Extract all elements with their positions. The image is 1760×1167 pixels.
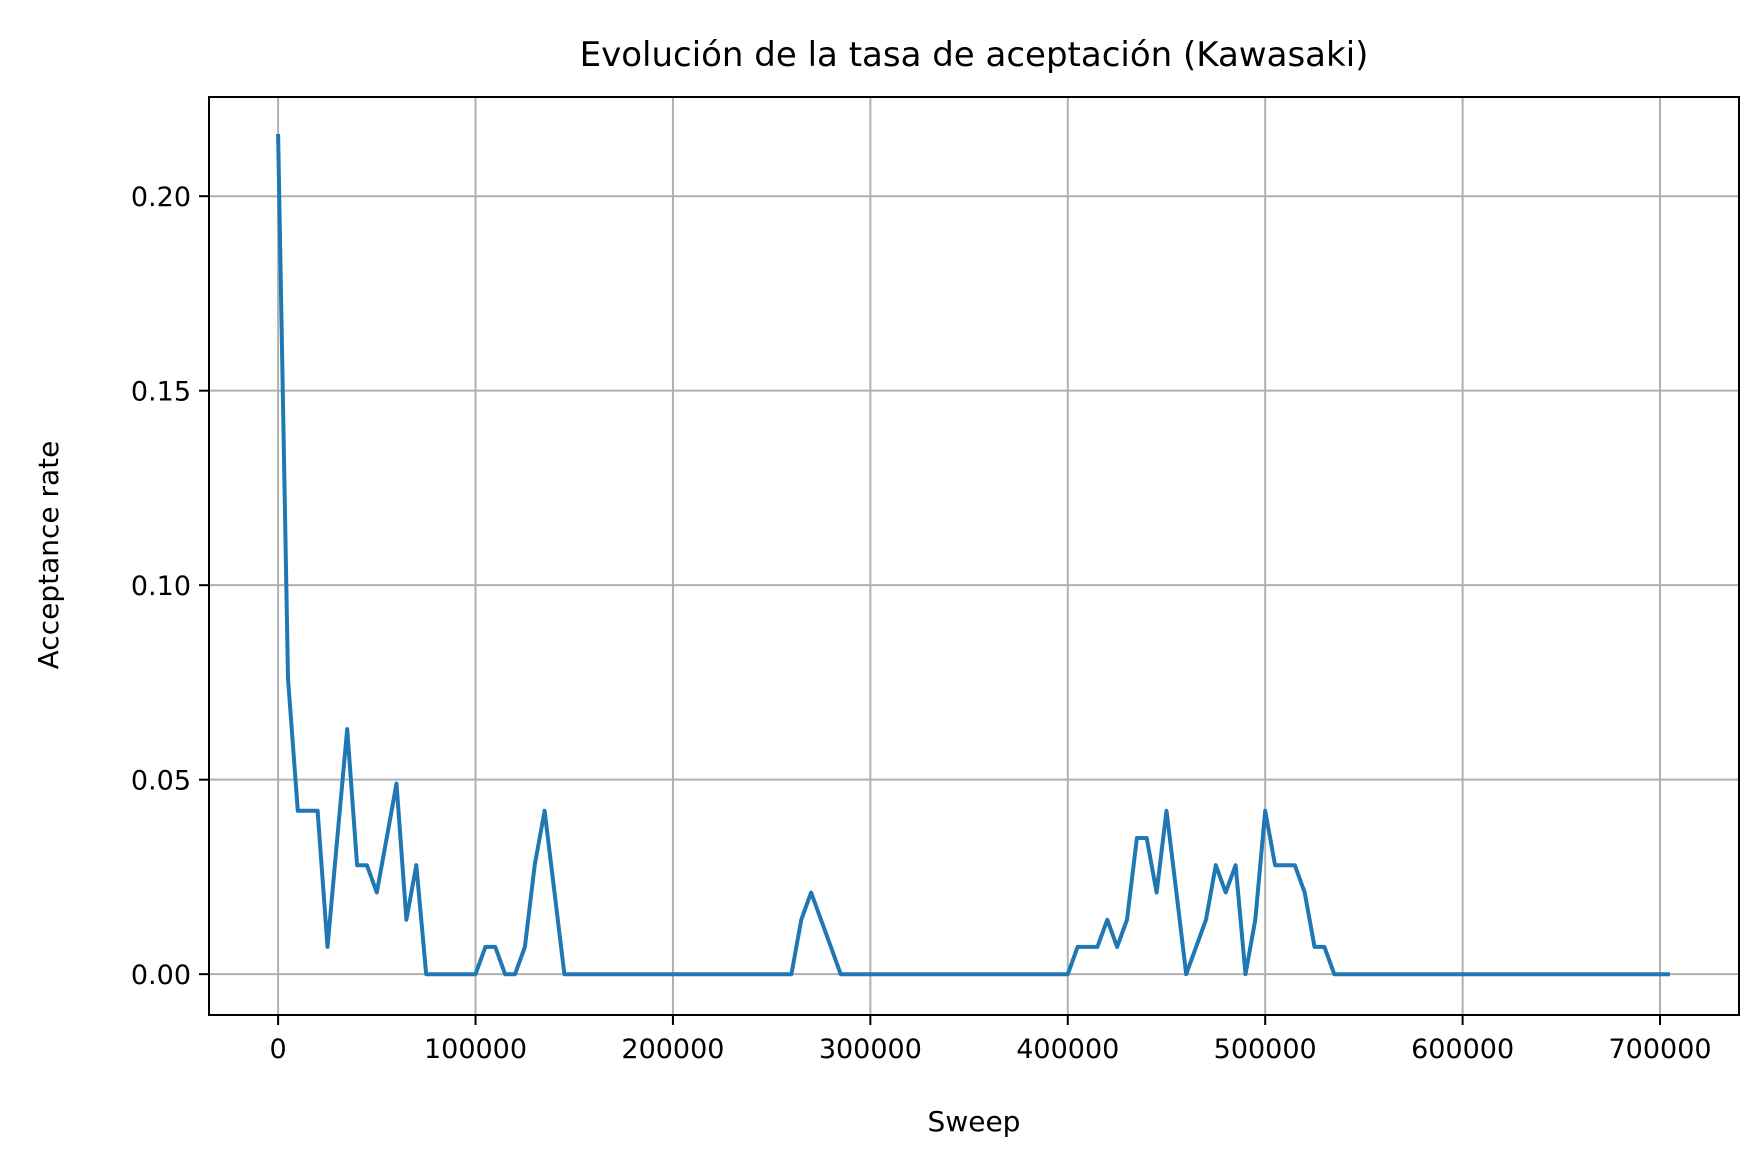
series-line bbox=[276, 133, 1670, 977]
y-tick-label: 0.05 bbox=[131, 766, 191, 797]
y-tick-label: 0.15 bbox=[131, 377, 191, 408]
y-tick-label: 0.10 bbox=[131, 571, 191, 602]
series-layer bbox=[276, 133, 1670, 977]
x-tick-label: 600000 bbox=[1411, 1034, 1514, 1065]
x-tick-label: 500000 bbox=[1214, 1034, 1317, 1065]
x-tick-label: 400000 bbox=[1016, 1034, 1119, 1065]
y-tick-label: 0.00 bbox=[131, 960, 191, 991]
x-tick-label: 0 bbox=[270, 1034, 287, 1065]
x-tick-label: 300000 bbox=[819, 1034, 922, 1065]
ticks: 0 100000 200000 300000 400000 500000 600000 700… bbox=[131, 182, 1712, 1065]
x-tick-label: 200000 bbox=[621, 1034, 724, 1065]
plot-frame bbox=[208, 96, 1740, 1016]
x-tick-label: 100000 bbox=[424, 1034, 527, 1065]
x-tick-label: 700000 bbox=[1608, 1034, 1711, 1065]
y-tick-label: 0.20 bbox=[131, 182, 191, 213]
chart-title: Evolución de la tasa de aceptación (Kawa… bbox=[580, 35, 1369, 75]
y-axis-label: Acceptance rate bbox=[32, 441, 65, 670]
x-axis-label: Sweep bbox=[928, 1105, 1021, 1138]
